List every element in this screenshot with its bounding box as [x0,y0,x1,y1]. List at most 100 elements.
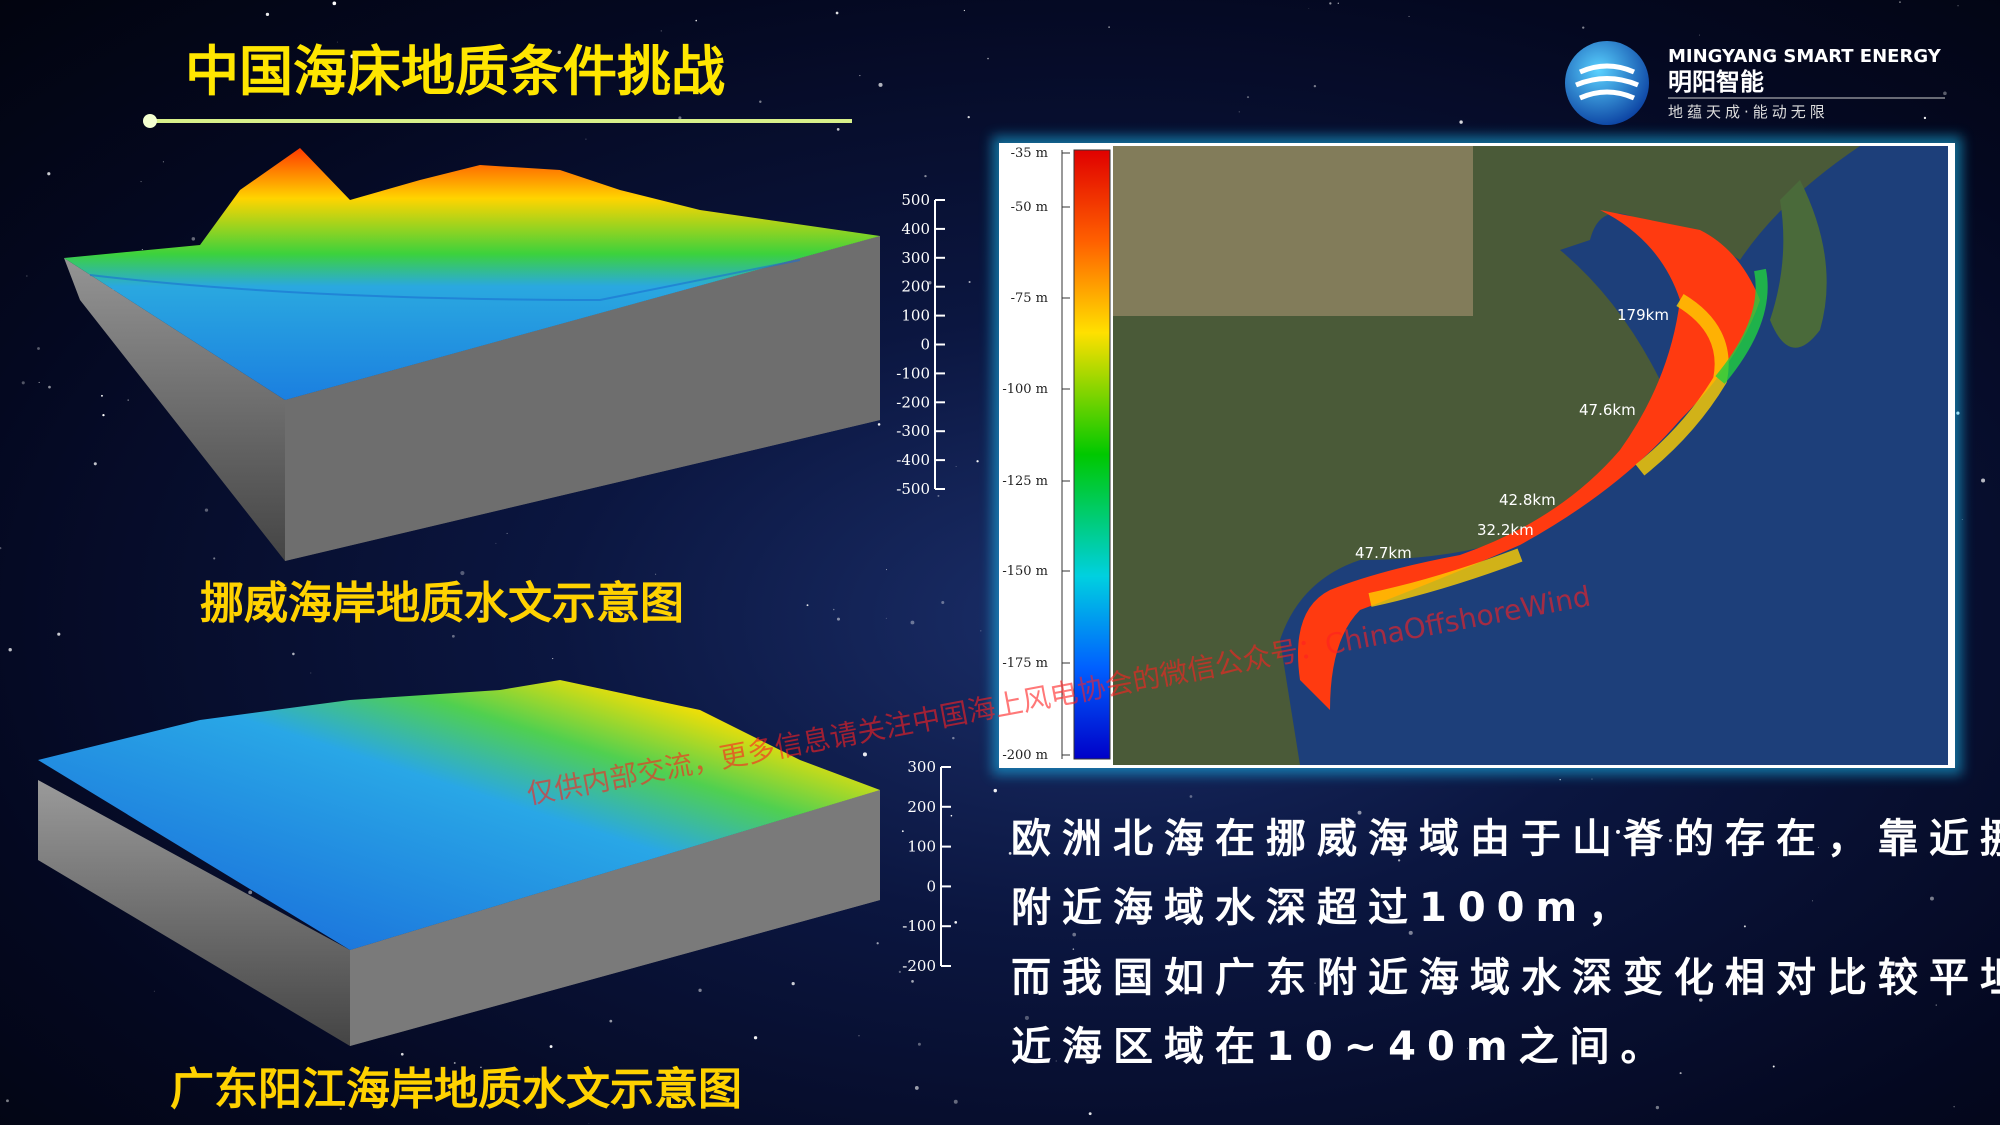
logo-mark [1565,41,1649,125]
star [609,1019,613,1023]
star [911,979,914,983]
star [140,181,142,183]
star [937,494,940,497]
star [987,57,989,60]
star [660,30,662,32]
star [400,1052,404,1056]
star [967,115,970,119]
body-line: 而我国如广东附近海域水深变化相对比较平坦， [1011,955,2000,1001]
star [917,258,919,260]
star [862,752,867,757]
star [1055,1060,1057,1062]
body-line: 附近海域水深超过100m， [1011,885,1639,931]
star [1559,779,1561,781]
star [1695,843,1699,847]
scale-label: 500 [901,191,930,209]
brand-cn: 明阳智能 [1668,68,1764,96]
star [858,1035,860,1037]
star [6,1099,9,1103]
star [1772,1065,1775,1068]
scale-label: 100 [907,838,936,856]
star [21,381,25,385]
star [832,608,835,611]
star [1668,839,1673,843]
map-annotation: 47.6km [1579,401,1636,419]
star [339,1107,342,1110]
star [1961,519,1963,521]
star [542,1079,545,1082]
star [484,585,487,589]
star [1408,15,1410,17]
star [1981,478,1986,483]
scale-label: 0 [926,877,936,895]
star [350,54,355,59]
star [451,634,455,638]
star [1542,826,1546,831]
norway-model [64,148,880,561]
star [954,920,958,924]
star [695,19,697,22]
star [952,736,955,740]
star [588,1123,590,1124]
star [1246,96,1250,99]
star [1698,34,1700,36]
star [1337,2,1339,4]
star [1957,5,1959,7]
star [678,116,682,120]
title: 中国海床地质条件挑战 [185,40,725,103]
star [310,672,312,674]
star [57,632,61,636]
star [753,1036,758,1040]
star [1286,1056,1288,1057]
star [1935,1004,1937,1006]
star [585,138,587,140]
guangdong-caption: 广东阳江海岸地质水文示意图 [170,1064,742,1115]
star [1953,1105,1955,1108]
colorbar-label: -35 m [1011,146,1048,161]
star [928,281,932,285]
star [941,601,945,605]
star [549,1045,553,1048]
star [806,604,809,607]
star [1319,977,1322,979]
scale-label: -300 [896,422,930,440]
scale-label: 300 [901,249,930,267]
star [162,161,164,163]
scale-label: 200 [901,278,930,296]
scale-label: -200 [902,957,936,975]
star [141,248,143,251]
star [248,890,253,895]
star [1459,120,1463,124]
scale-label: -100 [896,364,930,382]
scale-label: -200 [896,393,930,411]
star [0,546,2,550]
scale-label: -400 [896,451,930,469]
colorbar-label: -150 m [1002,564,1048,579]
star [835,11,839,15]
star [993,788,997,793]
star [898,970,901,973]
body-line: 近海区域在10~40m之间。 [1011,1024,1672,1070]
colorbar-label: -50 m [1011,200,1048,215]
star [885,617,887,619]
star [836,617,840,621]
star [1770,51,1774,55]
star [552,658,554,660]
map-annotation: 179km [1617,306,1669,324]
star [976,460,979,463]
star [1238,111,1240,113]
scale-label: -500 [896,480,930,498]
star [1943,91,1947,96]
star [1923,116,1927,120]
star [953,1099,958,1104]
star [8,648,12,652]
star [859,75,861,77]
colorbar-label: -175 m [1002,656,1048,671]
star [1008,852,1012,855]
star [955,466,957,467]
star [759,100,762,103]
star [1353,1044,1355,1047]
colorbar-label: -125 m [1002,474,1048,489]
